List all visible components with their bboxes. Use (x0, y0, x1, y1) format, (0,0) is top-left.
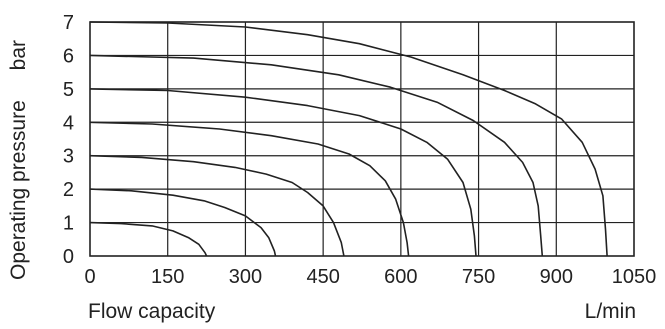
y-tick-label: 0 (63, 246, 74, 268)
y-tick-label: 6 (63, 45, 74, 67)
y-tick-label: 2 (63, 179, 74, 201)
x-tick-label: 300 (229, 266, 262, 288)
x-tick-label: 600 (384, 266, 417, 288)
x-tick-label: 150 (151, 266, 184, 288)
y-axis-unit: bar (7, 40, 30, 70)
y-tick-label: 7 (63, 12, 74, 34)
x-axis-label: Flow capacity (88, 300, 216, 323)
y-tick-label: 3 (63, 146, 74, 168)
x-tick-label: 900 (540, 266, 573, 288)
pressure-curve-1 (89, 221, 208, 257)
y-tick-label: 5 (63, 79, 74, 101)
pressure-curve-5 (89, 88, 477, 257)
pressure-curve-2 (89, 188, 277, 257)
plot-frame (89, 21, 635, 257)
x-tick-labels: 0 150 300 450 600 750 900 1050 (84, 266, 656, 288)
y-tick-labels: 0 1 2 3 4 5 6 7 (63, 12, 74, 268)
x-axis-unit: L/min (585, 300, 636, 323)
pressure-curve-6 (89, 54, 544, 257)
x-tick-label: 450 (306, 266, 339, 288)
x-tick-label: 0 (84, 266, 95, 288)
y-tick-label: 1 (63, 213, 74, 235)
y-axis-label: Operating pressure (7, 100, 30, 280)
pressure-curve-7 (89, 21, 608, 257)
y-tick-label: 4 (63, 112, 74, 134)
x-tick-label: 750 (462, 266, 495, 288)
pressure-curve-4 (89, 121, 410, 257)
pressure-curves (89, 21, 608, 257)
x-tick-label: 1050 (612, 266, 657, 288)
pressure-curve-3 (89, 154, 345, 257)
grid (90, 22, 634, 256)
